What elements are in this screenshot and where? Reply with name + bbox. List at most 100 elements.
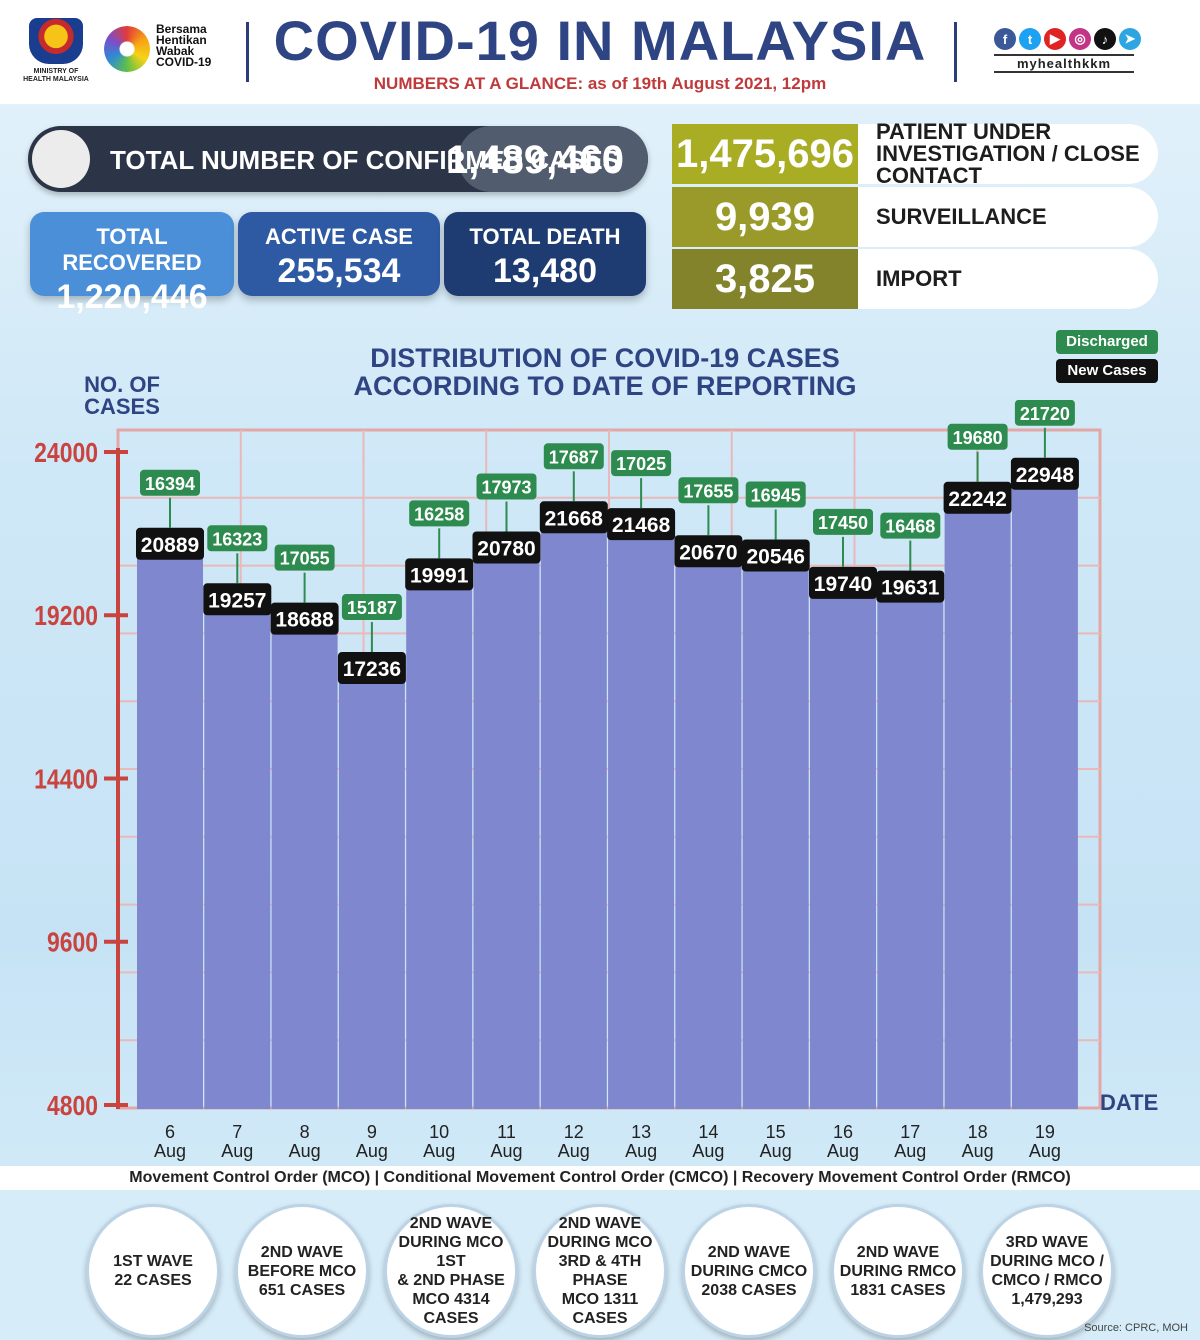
new-cases-data-label: 22242: [948, 488, 1006, 511]
new-cases-label-box: [674, 535, 743, 568]
social-handle: myhealthkkm: [994, 54, 1134, 73]
twitter-icon[interactable]: t: [1019, 28, 1041, 50]
y-tick-label: 14400: [34, 764, 98, 795]
import-value: 3,825: [672, 249, 858, 309]
bersama-line: Hentikan: [156, 33, 207, 47]
total-confirmed-label: TOTAL NUMBER OF CONFIRMED CASES: [110, 145, 620, 175]
discharged-data-label: 16468: [885, 517, 935, 537]
discharged-label-box: [274, 544, 335, 571]
x-tick-label: 15: [766, 1122, 786, 1142]
bar: [406, 588, 473, 1109]
telegram-icon[interactable]: ➤: [1119, 28, 1141, 50]
bar: [1011, 487, 1078, 1110]
discharged-label-box: [341, 594, 402, 621]
x-tick-label: Aug: [692, 1141, 724, 1161]
bersama-line: COVID-19: [156, 55, 212, 69]
x-tick-label: 18: [968, 1122, 988, 1142]
pill-circle: [32, 130, 90, 188]
total-confirmed-value: 1,489,460: [446, 138, 624, 182]
y-tick-label: 24000: [34, 438, 98, 469]
x-axis-label: DATE: [1100, 1090, 1159, 1115]
youtube-icon[interactable]: ▶: [1044, 28, 1066, 50]
bersama-line: Bersama: [156, 22, 207, 36]
bar: [137, 557, 203, 1109]
bar: [877, 600, 944, 1109]
bar: [944, 511, 1011, 1110]
discharged-label-box: [678, 477, 739, 504]
x-tick-label: 7: [232, 1122, 242, 1142]
y-tick-label: 19200: [34, 601, 98, 632]
new-cases-data-label: 17236: [343, 658, 401, 681]
bar: [540, 531, 607, 1109]
x-tick-label: Aug: [154, 1141, 186, 1161]
x-tick-label: 14: [698, 1122, 718, 1142]
surveillance-value: 9,939: [672, 187, 858, 247]
new-cases-label-box: [472, 531, 541, 564]
bar: [338, 682, 405, 1109]
wave-circle: 2ND WAVE DURING CMCO 2038 CASES: [682, 1204, 816, 1338]
discharged-label-box: [1014, 400, 1075, 426]
x-tick-label: Aug: [625, 1141, 657, 1161]
total-death-box: TOTAL DEATH 13,480: [444, 212, 646, 296]
x-tick-label: 19: [1035, 1122, 1055, 1142]
x-tick-label: 16: [833, 1122, 853, 1142]
page-subtitle: NUMBERS AT A GLANCE: as of 19th August 2…: [373, 74, 827, 93]
bar: [204, 613, 271, 1109]
discharged-label-box: [880, 512, 941, 539]
social-links: f t ▶ ◎ ♪ ➤ myhealthkkm: [994, 28, 1154, 73]
bar: [675, 565, 742, 1109]
tiktok-icon[interactable]: ♪: [1094, 28, 1116, 50]
new-cases-data-label: 19257: [208, 589, 266, 612]
new-cases-label-box: [539, 501, 608, 534]
x-tick-label: Aug: [356, 1141, 388, 1161]
new-cases-data-label: 19991: [410, 564, 469, 587]
new-cases-label-box: [337, 652, 406, 685]
new-cases-data-label: 20889: [141, 534, 199, 557]
discharged-data-label: 17025: [616, 454, 666, 474]
discharged-data-label: 21720: [1020, 404, 1070, 424]
discharged-label-box: [207, 525, 268, 552]
x-tick-label: Aug: [558, 1141, 590, 1161]
discharged-data-label: 17655: [683, 481, 733, 501]
discharged-data-label: 19680: [953, 428, 1003, 448]
instagram-icon[interactable]: ◎: [1069, 28, 1091, 50]
discharged-label-box: [611, 450, 672, 477]
new-cases-label-box: [405, 558, 474, 591]
x-tick-label: Aug: [221, 1141, 253, 1161]
new-cases-data-label: 19740: [814, 573, 872, 596]
bersama-text: Bersama Hentikan Wabak COVID-19: [156, 22, 212, 69]
new-cases-data-label: 21468: [612, 514, 671, 537]
wave-circle: 2ND WAVE DURING MCO 3RD & 4TH PHASE MCO …: [533, 1204, 667, 1338]
pill-value-background: [458, 126, 648, 192]
x-tick-label: Aug: [760, 1141, 792, 1161]
moh-logo: MINISTRY OF HEALTH MALAYSIA: [22, 18, 90, 84]
total-death-label: TOTAL DEATH: [469, 224, 621, 249]
x-tick-label: 10: [429, 1122, 449, 1142]
import-label: IMPORT: [858, 249, 1158, 309]
moh-text: MINISTRY OF HEALTH MALAYSIA: [23, 68, 89, 83]
x-tick-label: 12: [564, 1122, 584, 1142]
x-tick-label: Aug: [827, 1141, 859, 1161]
x-tick-label: 9: [367, 1122, 377, 1142]
legend-new-cases: New Cases: [1056, 359, 1158, 383]
new-cases-data-label: 20780: [477, 538, 535, 561]
x-tick-label: Aug: [962, 1141, 994, 1161]
new-cases-label-box: [136, 527, 204, 560]
new-cases-label-box: [741, 539, 810, 572]
active-case-value: 255,534: [277, 252, 401, 290]
wave-circle: 3RD WAVE DURING MCO / CMCO / RMCO 1,479,…: [980, 1204, 1114, 1338]
facebook-icon[interactable]: f: [994, 28, 1016, 50]
discharged-data-label: 17450: [818, 513, 868, 533]
wave-circle: 1ST WAVE 22 CASES: [86, 1204, 220, 1338]
discharged-data-label: 16258: [414, 504, 464, 524]
x-tick-label: Aug: [1029, 1141, 1061, 1161]
new-cases-label-box: [607, 508, 676, 541]
header-divider: [246, 22, 249, 82]
discharged-label-box: [543, 443, 604, 470]
discharged-label-box: [947, 423, 1008, 450]
discharged-data-label: 17055: [280, 549, 330, 569]
new-cases-data-label: 20670: [679, 541, 737, 564]
chart-legend: Discharged New Cases: [1056, 330, 1158, 388]
total-recovered-label: TOTAL RECOVERED: [62, 224, 202, 275]
total-confirmed-pill: TOTAL NUMBER OF CONFIRMED CASES 1,489,46…: [28, 126, 648, 192]
